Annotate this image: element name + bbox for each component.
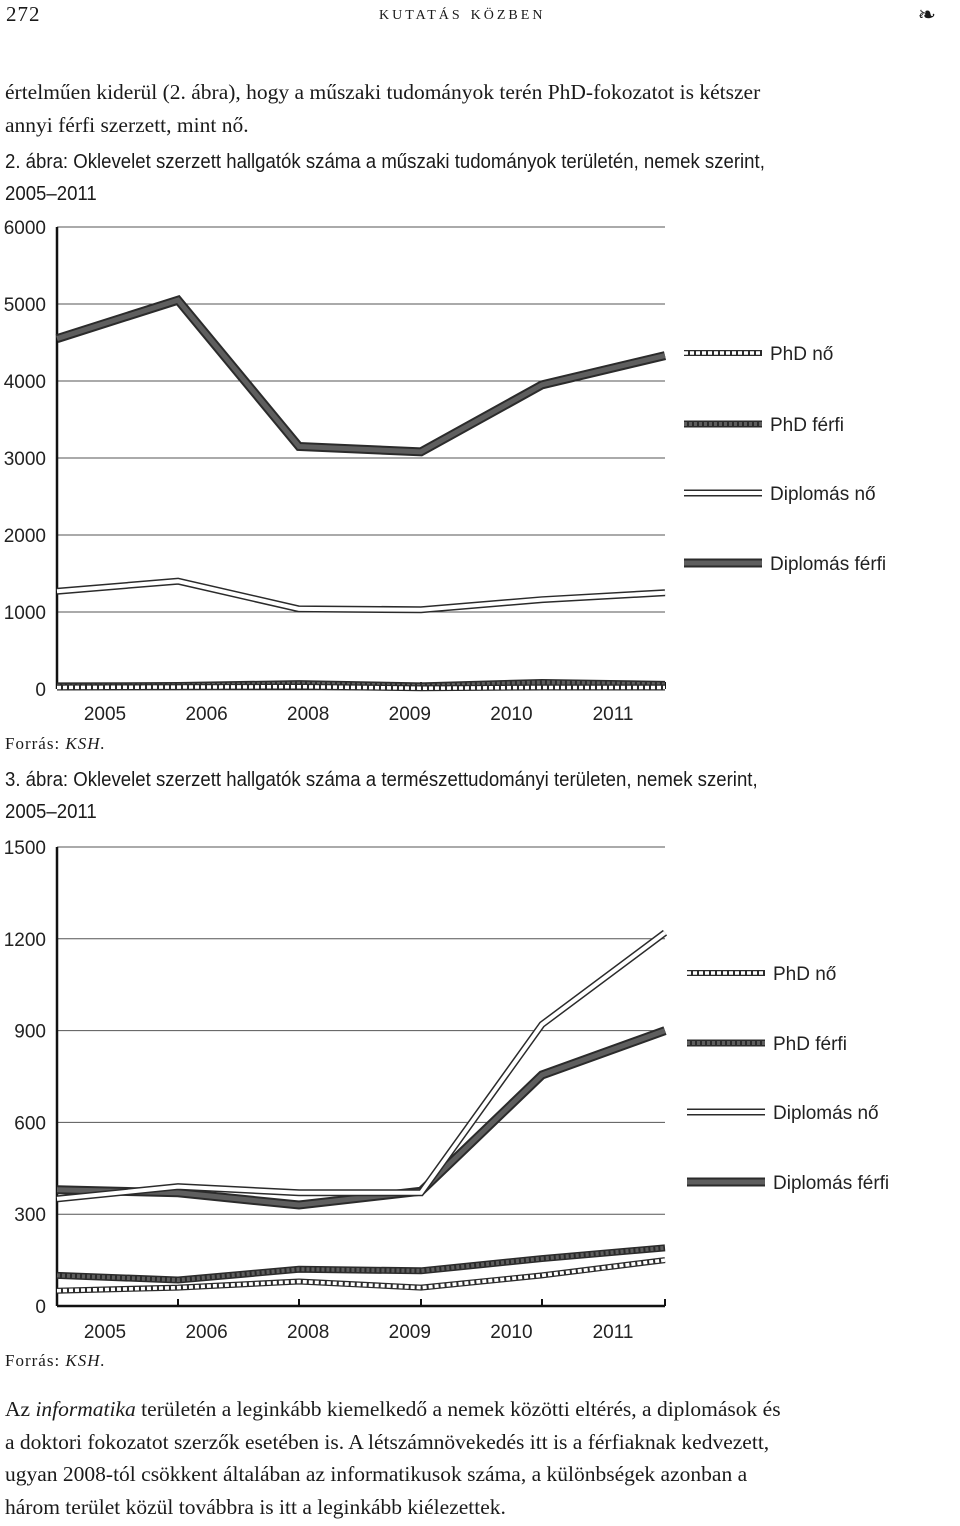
legend-label: PhD férfi [770,415,844,436]
closing-line-1: Az informatika területén a leginkább kie… [5,1393,955,1426]
figure3-caption-line-1: 3. ábra: Oklevelet szerzett hallgatók sz… [5,769,758,791]
figure2-source-value: KSH. [65,734,106,753]
legend-item: PhD nő [687,964,836,985]
legend-item: PhD nő [684,344,833,365]
x-tick-label: 2008 [287,704,329,725]
legend-label: PhD férfi [773,1034,847,1055]
series-stroke [56,1258,666,1293]
y-tick-label: 1000 [4,603,46,624]
figure3-source-value: KSH. [65,1351,106,1370]
page-header: 272 kutatás közben ❧ [4,0,940,30]
x-tick-label: 2008 [287,1322,329,1343]
closing-line-3: ugyan 2008-tól csökkent általában az inf… [5,1462,748,1486]
y-tick-label: 2000 [4,526,46,547]
page-number: 272 [6,2,41,26]
legend-item: PhD férfi [687,1034,847,1055]
y-tick-label: 900 [14,1022,46,1043]
figure2-line-chart: 0 1000 2000 3000 4000 5000 6000 2005 2006 2008 200… [4,218,886,725]
intro-line-1: értelműen kiderül (2. ábra), hogy a műsz… [5,80,761,104]
x-tick-label: 2011 [593,704,634,725]
x-tick-label: 2005 [84,1322,126,1343]
series-stroke [56,297,666,455]
closing-paragraph: Az informatika területén a leginkább kie… [5,1393,955,1523]
series-line-2 [56,929,668,1203]
figure2-source-label: Forrás: [5,734,61,753]
series-stroke [56,684,665,690]
series-stroke [56,579,666,612]
x-tick-label: 2006 [185,704,227,725]
intro-paragraph: értelműen kiderül (2. ábra), hogy a műsz… [5,76,955,141]
closing-line-1-end: területén a leginkább kiemelkedő a nemek… [141,1397,781,1421]
series-line-2 [56,577,666,614]
legend-item: Diplomás férfi [687,1173,889,1194]
y-tick-label: 0 [35,1297,46,1318]
x-tick-label: 2010 [490,704,532,725]
series-stroke [56,1026,667,1210]
series-line-3 [55,294,667,457]
y-tick-label: 300 [14,1205,46,1226]
fleuron-ornament-icon: ❧ [917,2,936,27]
legend-label: PhD nő [770,344,833,365]
legend-label: Diplomás nő [773,1103,879,1124]
legend-label: Diplomás nő [770,484,876,505]
figure3-caption-line-2: 2005–2011 [5,801,97,823]
running-head: kutatás közben [379,2,546,24]
series-stroke [56,1244,666,1284]
figure3-line-chart: 0 300 600 900 1200 1500 2005 2006 2008 2009 2010 20… [4,838,889,1343]
figure2-caption-line-2: 2005–2011 [5,183,97,205]
figure3-source: Forrás: KSH. [5,1351,106,1371]
y-tick-label: 0 [35,680,46,701]
series-stroke [56,1245,666,1282]
series-stroke [56,1028,666,1208]
legend-label: Diplomás férfi [773,1173,889,1194]
x-tick-label: 2009 [389,1322,431,1343]
closing-line-2: a doktori fokozatot szerzők esetében is.… [5,1429,770,1454]
closing-line-4: három terület közül továbbra is itt a le… [5,1494,506,1519]
legend-label: Diplomás férfi [770,554,886,575]
figure2-source: Forrás: KSH. [5,734,106,754]
series-line-0 [56,683,665,692]
series-line-1 [56,1244,666,1284]
legend-item: Diplomás férfi [684,554,886,575]
legend-item: Diplomás nő [687,1103,879,1124]
x-tick-label: 2010 [490,1322,532,1343]
y-tick-label: 1200 [4,930,46,951]
intro-line-2: annyi férfi szerzett, mint nő. [5,112,249,137]
y-tick-label: 5000 [4,295,46,316]
figure2-caption: 2. ábra: Oklevelet szerzett hallgatók sz… [5,146,889,210]
figure3-caption: 3. ábra: Oklevelet szerzett hallgatók sz… [5,764,889,828]
legend-item: Diplomás nő [684,484,876,505]
y-tick-label: 600 [14,1113,46,1134]
x-tick-label: 2009 [389,704,431,725]
series-line-3 [56,1026,667,1210]
x-tick-label: 2005 [84,704,126,725]
figure3-source-label: Forrás: [5,1351,61,1370]
series-stroke [56,931,667,1201]
figure2-caption-line-1: 2. ábra: Oklevelet szerzett hallgatók sz… [5,151,765,173]
series-line-0 [56,1257,666,1294]
x-tick-label: 2011 [593,1322,634,1343]
legend-item: PhD férfi [684,415,844,436]
closing-line-1-start: Az [5,1397,31,1421]
y-tick-label: 4000 [4,372,46,393]
y-tick-label: 1500 [4,838,46,859]
y-tick-label: 3000 [4,449,46,470]
x-tick-label: 2006 [185,1322,227,1343]
legend-label: PhD nő [773,964,836,985]
informatika-emphasis: informatika [35,1397,136,1421]
y-tick-label: 6000 [4,218,46,239]
